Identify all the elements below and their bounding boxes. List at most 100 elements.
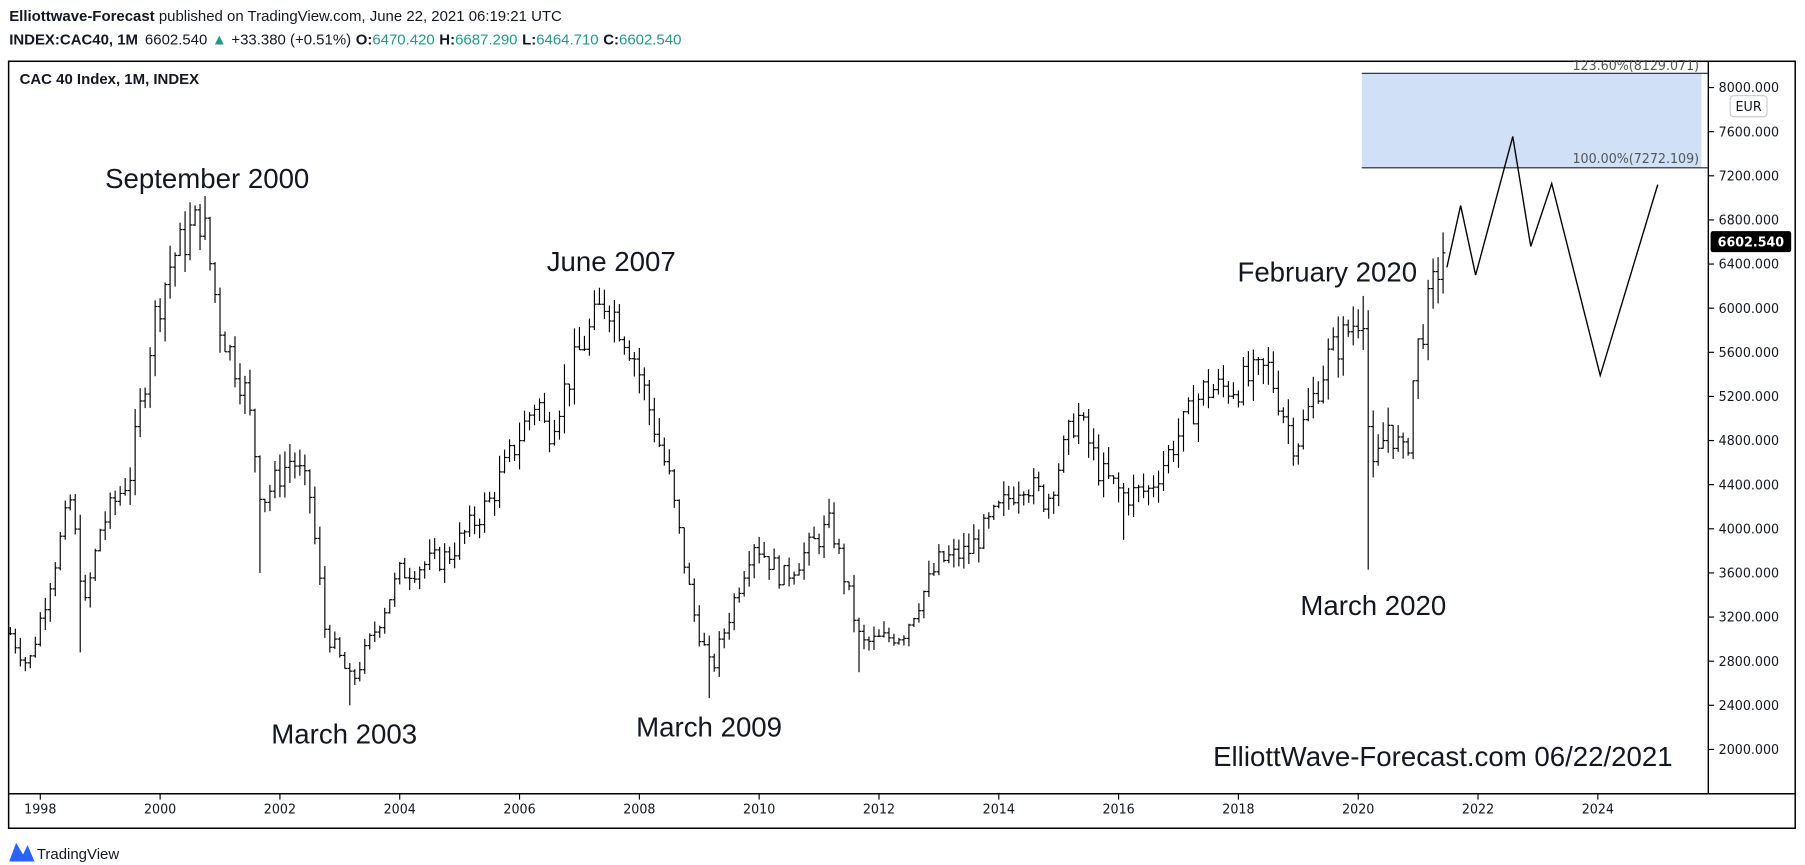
ohlc-bar (112, 490, 118, 516)
ohlc-bar (47, 582, 53, 622)
label-june-2007: June 2007 (547, 246, 676, 277)
currency-badge[interactable]: EUR (1729, 95, 1768, 118)
ohlc-bar (986, 512, 992, 529)
fib-label-100: 100.00%(7272.109) (1572, 152, 1699, 167)
ohlc-bar (1405, 437, 1411, 456)
low-value: 6464.710 (536, 31, 598, 48)
ohlc-bar (232, 336, 238, 388)
ohlc-bar (891, 633, 897, 646)
ohlc-bar (557, 410, 562, 440)
ohlc-bar (1310, 376, 1316, 419)
ohlc-bar (1231, 382, 1236, 400)
ohlc-bar (467, 505, 472, 537)
ohlc-bar (706, 635, 712, 699)
open-value: 6470.420 (372, 31, 434, 48)
x-tick-label: 2014 (983, 803, 1015, 818)
ohlc-bar (617, 304, 622, 342)
ohlc-bar (507, 439, 512, 462)
ohlc-bar (552, 419, 557, 446)
ohlc-bar (1046, 493, 1052, 519)
ohlc-bar (711, 653, 717, 672)
ohlc-bar (187, 202, 193, 261)
ohlc-bar (13, 628, 18, 654)
ohlc-bar (976, 529, 982, 563)
ohlc-bar (1141, 473, 1146, 499)
last-price: 6602.540 (145, 31, 207, 48)
y-tick-label: 2400.000 (1719, 699, 1779, 714)
ohlc-bar (1340, 316, 1346, 376)
price-change: +33.380 (+0.51%) (231, 31, 351, 48)
ohlc-bar (252, 408, 258, 473)
x-tick-label: 2004 (384, 803, 416, 818)
ohlc-bar (846, 581, 852, 591)
ohlc-bar (477, 518, 482, 539)
ohlc-bar (816, 533, 822, 555)
ohlc-bar (1320, 365, 1326, 404)
price-axis[interactable]: 2000.000 2400.000 2800.000 3200.000 3600.000… (1708, 81, 1779, 758)
ohlc-bar (1036, 471, 1042, 492)
ohlc-bar (582, 335, 587, 352)
ohlc-bar (1241, 357, 1246, 406)
ohlc-bar (612, 300, 617, 343)
ohlc-bar (1006, 485, 1012, 510)
ohlc-bar (452, 542, 457, 569)
ohlc-bar (407, 567, 413, 591)
ohlc-bar (736, 587, 742, 603)
ohlc-bar (1161, 451, 1166, 491)
x-tick-label: 2018 (1222, 803, 1254, 818)
ohlc-bar (87, 572, 93, 608)
ohlc-bar (97, 528, 103, 552)
ohlc-bar (1246, 351, 1251, 387)
ohlc-bar (766, 555, 772, 580)
publish-line: Elliottwave-Forecast published on Tradin… (9, 8, 562, 25)
ohlc-bar (956, 539, 962, 567)
ohlc-bar (1355, 309, 1361, 339)
ohlc-bar (647, 379, 652, 426)
ohlc-bar (72, 494, 78, 535)
ohlc-bar (237, 363, 243, 405)
ohlc-bar (372, 621, 378, 643)
ohlc-bar (487, 491, 492, 503)
ohlc-bar (1091, 428, 1096, 461)
ohlc-bar (132, 408, 138, 496)
y-tick-label: 4800.000 (1719, 434, 1779, 449)
ohlc-bar (377, 625, 383, 638)
ohlc-bar (307, 469, 313, 514)
ohlc-bar (1211, 383, 1216, 399)
ohlc-bar (1266, 347, 1271, 385)
ohlc-bar (402, 557, 408, 579)
y-tick-label: 7600.000 (1719, 125, 1779, 140)
ohlc-bar (1256, 357, 1261, 375)
author-name[interactable]: Elliottwave-Forecast (9, 8, 154, 25)
ohlc-bar (1106, 447, 1111, 480)
tradingview-logo[interactable]: TradingView (9, 842, 119, 863)
ohlc-bar (167, 245, 173, 299)
ohlc-bar (607, 305, 612, 333)
ohlc-bar (831, 502, 837, 549)
ohlc-bar (422, 561, 427, 579)
fibonacci-target-zone[interactable]: 123.60%(8129.071) 100.00%(7272.109) (1361, 59, 1709, 169)
ohlc-bar (447, 546, 452, 564)
ohlc-bar (1086, 409, 1091, 458)
ohlc-bar (1026, 489, 1032, 503)
ohlc-bar (602, 289, 607, 319)
ohlc-bar (841, 543, 847, 595)
ohlc-bar (1166, 444, 1171, 474)
high-label: H: (439, 31, 455, 48)
ohlc-bar (1131, 474, 1136, 518)
ohlc-bar (1291, 417, 1296, 466)
time-axis[interactable]: 1998 2000 2002 2004 2006 2008 2010 2012 2014 2016… (24, 793, 1614, 818)
fib-label-123: 123.60%(8129.071) (1572, 59, 1699, 74)
ohlc-bar (946, 545, 952, 564)
ohlc-bar (457, 522, 462, 560)
ohlc-bar (462, 529, 467, 544)
ohlc-bar (981, 514, 987, 549)
ohlc-bar (77, 514, 83, 653)
ohlc-bar (1330, 327, 1336, 351)
ohlc-bar (92, 548, 98, 581)
ohlc-bar (781, 564, 787, 586)
ohlc-bar (387, 599, 393, 614)
ohlc-bar (262, 498, 268, 513)
fib-zone-fill (1361, 73, 1702, 168)
ohlc-bar (302, 454, 308, 486)
